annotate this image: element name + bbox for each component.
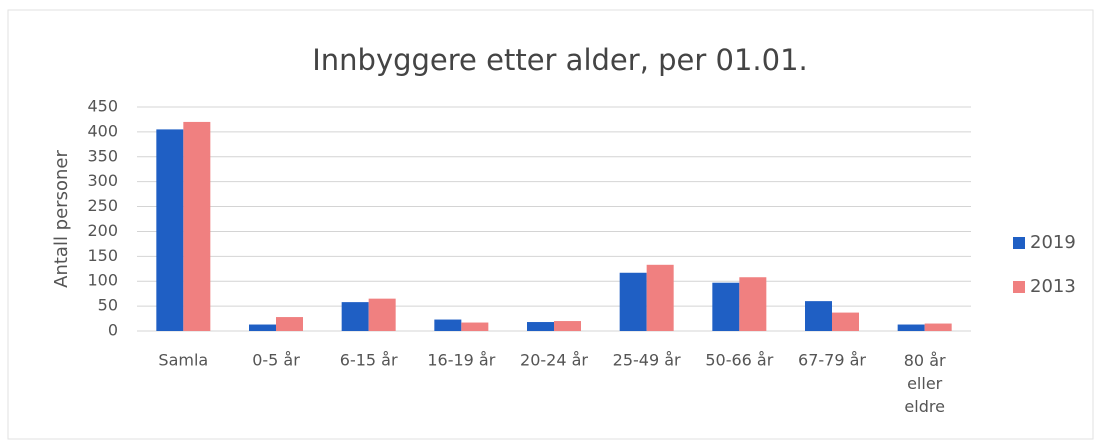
bar	[646, 264, 674, 331]
x-tick-label: 20-24 år	[520, 351, 588, 370]
bar	[276, 317, 303, 331]
bar	[897, 324, 925, 331]
bar	[461, 322, 489, 331]
y-tick-label: 350	[87, 146, 118, 165]
x-tick-label: Samla	[158, 351, 208, 370]
bar	[434, 319, 462, 331]
y-tick-label: 50	[98, 296, 118, 315]
y-tick-label: 150	[87, 246, 118, 265]
bar	[368, 298, 396, 331]
legend-label: 2013	[1030, 276, 1076, 297]
y-tick-label: 200	[87, 221, 118, 240]
bar	[554, 321, 581, 331]
y-tick-label: 400	[87, 121, 118, 140]
x-tick-label: 0-5 år	[252, 351, 300, 370]
bar	[805, 301, 832, 331]
legend-swatch	[1013, 281, 1025, 293]
x-tick-label: 6-15 år	[340, 351, 398, 370]
x-tick-label: 50-66 år	[705, 351, 773, 370]
bar	[527, 322, 554, 331]
y-tick-label: 300	[87, 171, 118, 190]
x-tick-label: 67-79 år	[798, 351, 866, 370]
bar	[183, 121, 211, 331]
bar	[619, 272, 647, 331]
bar	[249, 324, 276, 331]
bar	[924, 323, 952, 331]
x-tick-label: 16-19 år	[427, 351, 495, 370]
y-axis-label: Antall personer	[51, 150, 72, 288]
bar	[832, 312, 859, 331]
bar	[341, 302, 369, 331]
x-tick-label: 25-49 år	[613, 351, 681, 370]
legend-swatch	[1013, 237, 1025, 249]
bar	[156, 129, 184, 331]
legend-label: 2019	[1030, 232, 1076, 253]
y-tick-label: 250	[87, 196, 118, 215]
x-tick-label: 80 år eller eldre	[904, 351, 946, 416]
y-tick-label: 450	[87, 97, 118, 116]
bar	[712, 282, 740, 331]
chart-title: Innbyggere etter alder, per 01.01.	[312, 43, 808, 77]
bar	[739, 277, 767, 331]
y-tick-label: 100	[87, 271, 118, 290]
y-tick-label: 0	[108, 321, 118, 340]
